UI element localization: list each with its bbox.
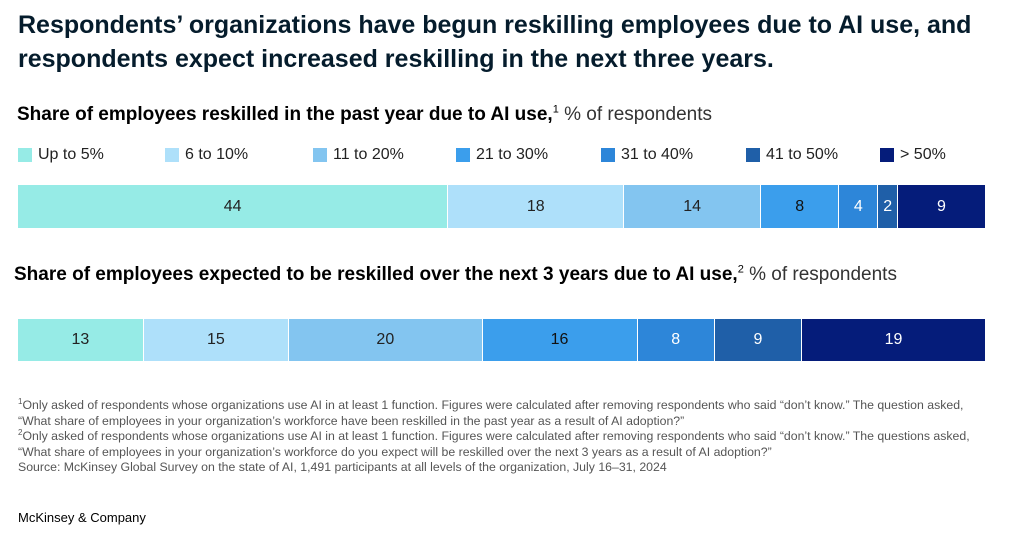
- chart-1-bar-segment-2: 18: [448, 185, 625, 228]
- chart-2-subtitle: Share of employees expected to be reskil…: [14, 263, 897, 287]
- chart-2-data-label-5: 8: [671, 331, 681, 348]
- chart-1-data-label-1: 44: [223, 197, 242, 215]
- chart-1-data-label-6: 2: [883, 197, 893, 215]
- legend-swatch: [18, 148, 32, 162]
- legend-swatch: [601, 148, 615, 162]
- footnote-2: 2Only asked of respondents whose organiz…: [18, 427, 998, 460]
- chart-1-title: Share of employees reskilled in the past…: [17, 104, 553, 125]
- legend-item-2: 6 to 10%: [165, 144, 248, 166]
- legend-swatch: [165, 148, 179, 162]
- chart-1-footnote-marker: 1: [552, 103, 559, 116]
- legend-swatch: [880, 148, 894, 162]
- chart-2-data-label-4: 16: [550, 331, 569, 348]
- legend-swatch: [313, 148, 327, 162]
- chart-1-data-label-4: 8: [795, 197, 805, 215]
- footnote-1: 1Only asked of respondents whose organiz…: [18, 396, 998, 429]
- legend-swatch: [746, 148, 760, 162]
- chart-1-bar-segment-6: 2: [878, 185, 898, 228]
- chart-2-stacked-bar: 13 15 20 16 8 9 19: [18, 319, 986, 361]
- source-note: Source: McKinsey Global Survey on the st…: [18, 460, 667, 474]
- chart-1-bar-segment-7: 9: [898, 185, 986, 228]
- chart-2-unit: % of respondents: [749, 264, 897, 285]
- chart-1-bar-segment-4: 8: [761, 185, 840, 228]
- chart-2-bar-segment-2: 15: [143, 319, 290, 361]
- chart-2-data-label-7: 19: [884, 331, 903, 348]
- chart-1-unit: % of respondents: [564, 104, 712, 125]
- legend-item-3: 11 to 20%: [313, 144, 404, 166]
- chart-1-stacked-bar: 44 18 14 8 4 2 9: [18, 185, 986, 228]
- footnote-2-text: Only asked of respondents whose organiza…: [18, 429, 970, 459]
- chart-2-bar-segment-4: 16: [482, 319, 638, 361]
- chart-2-data-label-2: 15: [207, 331, 225, 348]
- chart-1-bar-segment-5: 4: [839, 185, 879, 228]
- footnote-1-marker: 1: [18, 396, 23, 406]
- chart-2-bar-segment-3: 20: [289, 319, 483, 361]
- legend-label: 11 to 20%: [333, 146, 404, 163]
- chart-1-data-label-5: 4: [853, 197, 863, 215]
- chart-2-bar-segment-7: 19: [802, 319, 986, 361]
- chart-2-bar-segment-1: 13: [18, 319, 144, 361]
- brand-logo-text: McKinsey & Company: [18, 510, 146, 525]
- chart-title: Respondents’ organizations have begun re…: [18, 11, 972, 73]
- chart-2-title: Share of employees expected to be reskil…: [14, 264, 738, 285]
- legend-item-7: > 50%: [880, 144, 946, 166]
- chart-2-data-label-3: 20: [376, 331, 395, 348]
- legend-label: 6 to 10%: [185, 146, 249, 163]
- chart-1-data-label-3: 14: [683, 197, 702, 215]
- chart-2-bar-segment-5: 8: [637, 319, 715, 361]
- chart-1-data-label-2: 18: [526, 197, 545, 215]
- legend-label: 21 to 30%: [476, 146, 549, 163]
- chart-1-data-label-7: 9: [937, 197, 946, 215]
- chart-2-data-label-1: 13: [71, 331, 90, 348]
- footnote-2-marker: 2: [18, 427, 23, 437]
- chart-1-bar-segment-1: 44: [18, 185, 449, 228]
- chart-2-footnote-marker: 2: [737, 263, 744, 276]
- chart-1-subtitle: Share of employees reskilled in the past…: [17, 103, 712, 127]
- legend-item-5: 31 to 40%: [601, 144, 693, 166]
- chart-1-bar-segment-3: 14: [624, 185, 762, 228]
- legend-label: > 50%: [900, 146, 946, 163]
- footnote-1-text: Only asked of respondents whose organiza…: [18, 398, 964, 428]
- chart-2-bar-segment-6: 9: [714, 319, 803, 361]
- footnotes: 1Only asked of respondents whose organiz…: [18, 396, 998, 476]
- legend-swatch: [456, 148, 470, 162]
- chart-2-data-label-6: 9: [753, 331, 763, 348]
- legend-label: Up to 5%: [38, 146, 104, 163]
- legend-label: 31 to 40%: [621, 146, 694, 163]
- legend-item-4: 21 to 30%: [456, 144, 548, 166]
- legend-item-1: Up to 5%: [18, 144, 104, 166]
- legend: Up to 5% 6 to 10% 11 to 20% 21 to 30% 31 to …: [18, 144, 988, 166]
- legend-item-6: 41 to 50%: [746, 144, 838, 166]
- legend-label: 41 to 50%: [766, 146, 839, 163]
